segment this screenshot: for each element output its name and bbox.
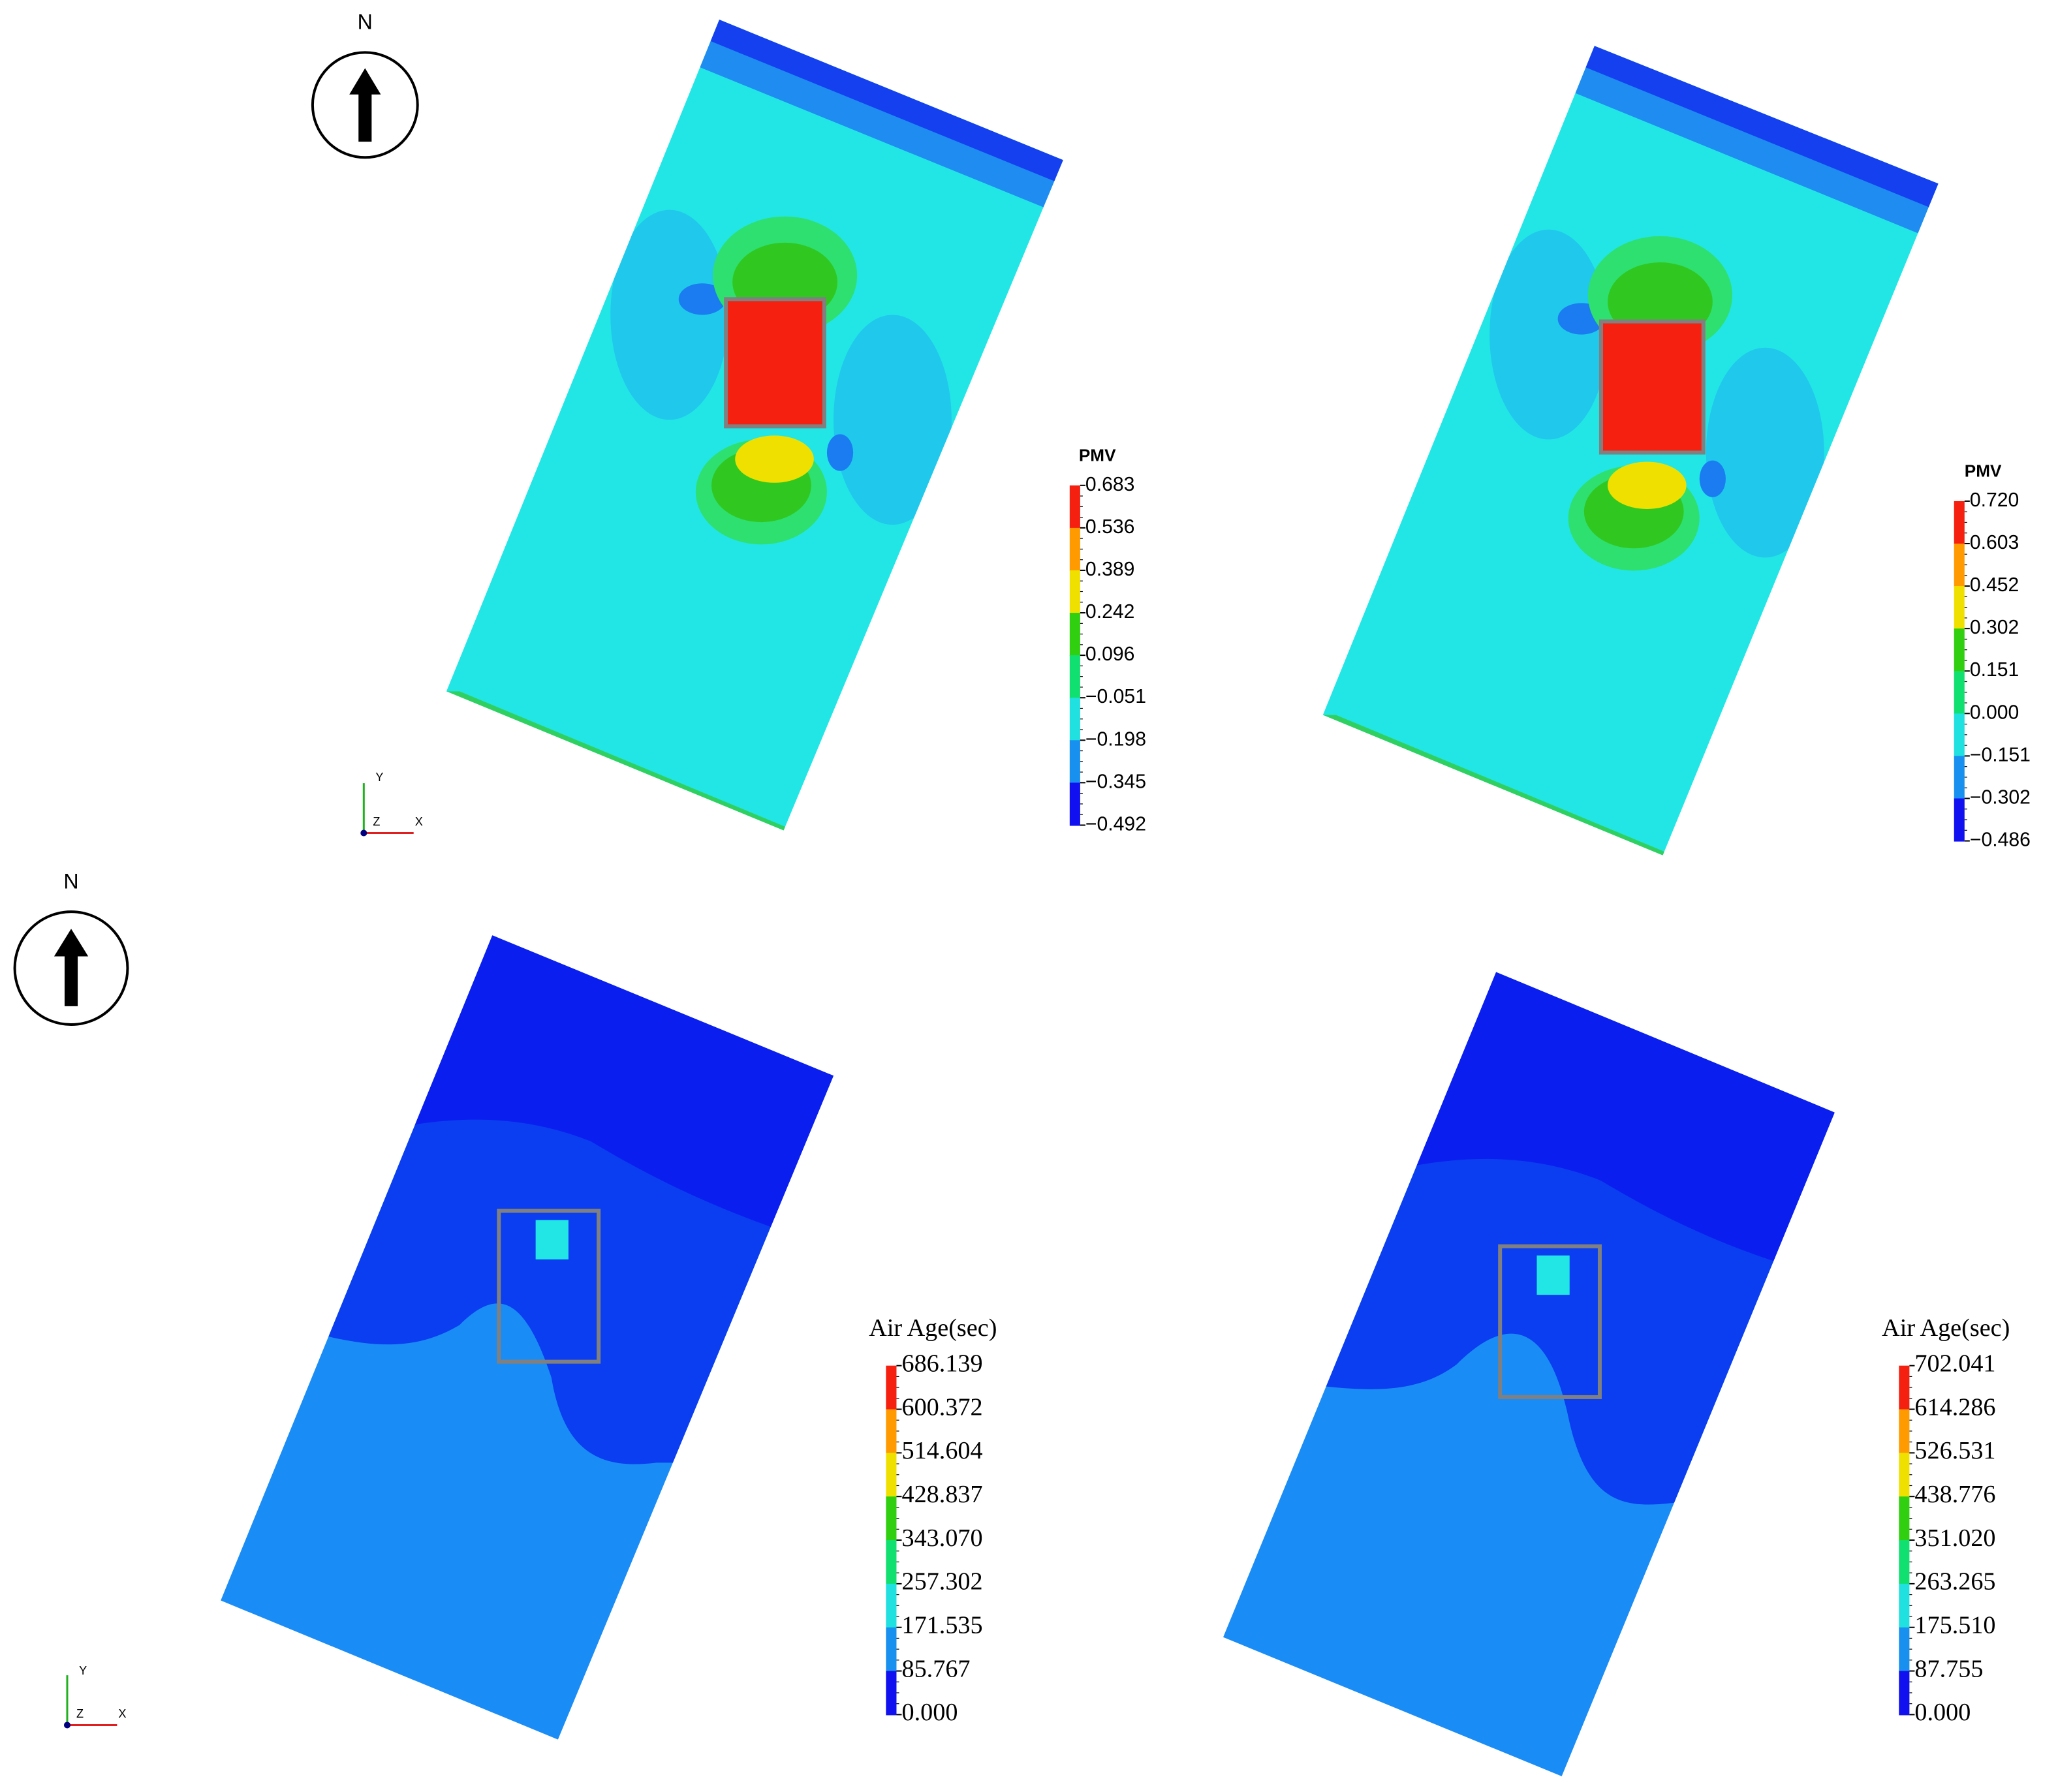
colorbar-label: −0.486 bbox=[1970, 829, 2031, 851]
compass: N bbox=[13, 869, 129, 1027]
colorbar-label: 0.000 bbox=[902, 1699, 958, 1726]
colorbar-segment bbox=[1954, 798, 1965, 842]
colorbar-label: 85.767 bbox=[902, 1655, 971, 1682]
colorbar-label: −0.051 bbox=[1085, 686, 1146, 707]
colorbar-segment bbox=[1069, 740, 1080, 784]
colorbar-segment bbox=[886, 1409, 897, 1454]
colorbar-segment bbox=[1899, 1583, 1910, 1628]
colorbar-segment bbox=[1069, 698, 1080, 741]
colorbar-segment bbox=[886, 1453, 897, 1498]
legend-title: PMV bbox=[1965, 461, 2002, 481]
colorbar-segment bbox=[1069, 485, 1080, 529]
colorbar: PMV 0.683 0.536 0.389 0.242 0.096 −0.051 −0.198… bbox=[1069, 445, 1146, 835]
colorbar-segment bbox=[886, 1365, 897, 1410]
colorbar-label: −0.198 bbox=[1085, 728, 1146, 750]
colorbar-label: 0.536 bbox=[1085, 516, 1134, 538]
legend-title: Air Age(sec) bbox=[869, 1314, 997, 1342]
colorbar-segment bbox=[1954, 501, 1965, 545]
colorbar-label: 614.286 bbox=[1914, 1393, 1995, 1421]
colorbar-label: 686.139 bbox=[902, 1350, 983, 1377]
colorbar-segment bbox=[1069, 613, 1080, 657]
colorbar-label: 257.302 bbox=[902, 1568, 983, 1596]
colorbar-label: 0.683 bbox=[1085, 474, 1134, 495]
colorbar-label: 438.776 bbox=[1914, 1481, 1995, 1508]
colorbar-segment bbox=[1899, 1409, 1910, 1454]
axis-label: Y bbox=[375, 771, 383, 784]
colorbar-segment bbox=[886, 1540, 897, 1584]
colorbar-segment bbox=[1954, 671, 1965, 715]
air-age-field bbox=[1223, 972, 1835, 1776]
colorbar-label: 343.070 bbox=[902, 1524, 983, 1552]
colorbar-label: 87.755 bbox=[1914, 1655, 1983, 1682]
colorbar-label: 600.372 bbox=[902, 1393, 983, 1421]
colorbar-label: 0.096 bbox=[1085, 643, 1134, 665]
colorbar-label: 0.000 bbox=[1914, 1699, 1971, 1726]
colorbar-label: 0.389 bbox=[1085, 559, 1134, 580]
colorbar-label: 0.242 bbox=[1085, 601, 1134, 623]
colorbar-segment bbox=[1954, 756, 1965, 799]
colorbar-label: 526.531 bbox=[1914, 1437, 1995, 1464]
colorbar: Air Age(sec) 686.139 600.372 514.604 428.837… bbox=[869, 1314, 997, 1726]
colorbar-label: −0.345 bbox=[1085, 771, 1146, 792]
colorbar-label: 351.020 bbox=[1914, 1524, 1995, 1552]
colorbar-segment bbox=[1899, 1671, 1910, 1716]
colorbar-segment bbox=[1069, 570, 1080, 614]
colorbar-label: 171.535 bbox=[902, 1611, 983, 1639]
colorbar-segment bbox=[886, 1496, 897, 1541]
colorbar-segment bbox=[886, 1627, 897, 1672]
axis-label: Y bbox=[79, 1664, 87, 1677]
colorbar-label: 428.837 bbox=[902, 1481, 983, 1508]
colorbar-label: 0.452 bbox=[1970, 574, 2019, 596]
colorbar-segment bbox=[1069, 527, 1080, 571]
colorbar-label: 702.041 bbox=[1914, 1350, 1995, 1377]
colorbar-segment bbox=[1069, 782, 1080, 826]
colorbar-segment bbox=[1954, 543, 1965, 587]
axis-triad: Y Z X bbox=[63, 1664, 126, 1729]
pmv-field bbox=[446, 20, 1063, 831]
compass-label: N bbox=[63, 869, 78, 893]
colorbar-label: −0.302 bbox=[1970, 786, 2031, 808]
axis-label: Z bbox=[373, 815, 380, 828]
air-age-field bbox=[221, 935, 834, 1740]
colorbar-segment bbox=[886, 1671, 897, 1716]
legend-title: PMV bbox=[1079, 445, 1116, 465]
axis-triad: Y Z X bbox=[360, 771, 423, 837]
colorbar-label: −0.151 bbox=[1970, 744, 2031, 765]
colorbar-segment bbox=[1899, 1627, 1910, 1672]
colorbar-segment bbox=[886, 1583, 897, 1628]
axis-label: Z bbox=[76, 1707, 84, 1720]
colorbar: Air Age(sec) 702.041 614.286 526.531 438.776… bbox=[1882, 1314, 2010, 1726]
colorbar-segment bbox=[1954, 713, 1965, 757]
colorbar-segment bbox=[1899, 1496, 1910, 1541]
colorbar-label: 0.151 bbox=[1970, 659, 2019, 681]
colorbar-segment bbox=[1954, 586, 1965, 630]
colorbar-label: 263.265 bbox=[1914, 1568, 1995, 1596]
compass: N bbox=[311, 10, 419, 159]
colorbar-label: 0.000 bbox=[1970, 702, 2019, 723]
colorbar-label: 175.510 bbox=[1914, 1611, 1995, 1639]
colorbar-label: 0.302 bbox=[1970, 617, 2019, 638]
pmv-field bbox=[1322, 46, 1939, 856]
compass-label: N bbox=[358, 10, 373, 34]
colorbar-segment bbox=[1069, 655, 1080, 699]
colorbar-segment bbox=[1954, 628, 1965, 672]
colorbar-segment bbox=[1899, 1540, 1910, 1584]
colorbar-label: −0.492 bbox=[1085, 813, 1146, 835]
axis-label: X bbox=[415, 815, 423, 828]
colorbar-label: 0.603 bbox=[1970, 532, 2019, 553]
colorbar-label: 0.720 bbox=[1970, 489, 2019, 511]
colorbar-segment bbox=[1899, 1453, 1910, 1498]
colorbar-label: 514.604 bbox=[902, 1437, 983, 1464]
colorbar: PMV 0.720 0.603 0.452 0.302 0.151 0.000 −0.151 −… bbox=[1954, 461, 2031, 851]
axis-label: X bbox=[118, 1707, 126, 1720]
legend-title: Air Age(sec) bbox=[1882, 1314, 2010, 1342]
colorbar-segment bbox=[1899, 1365, 1910, 1410]
